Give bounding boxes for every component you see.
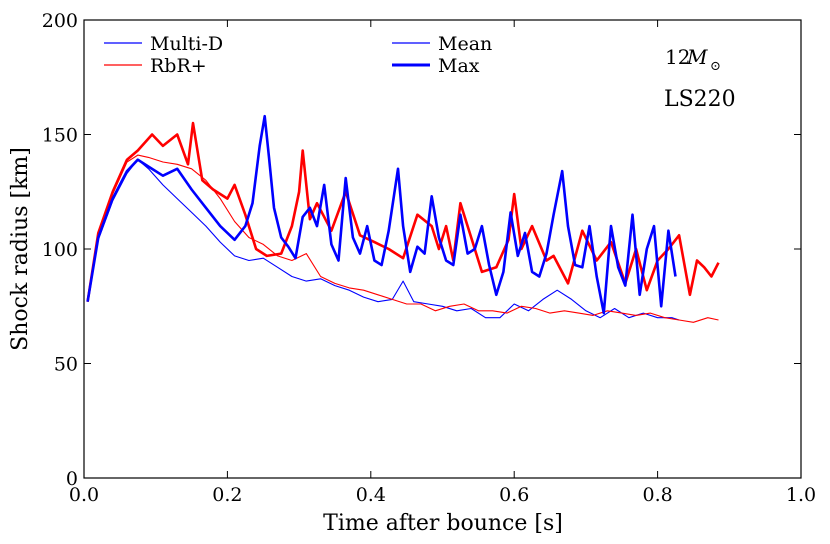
series-line-rbr-max bbox=[86, 121, 720, 302]
legend: Multi-D RbR+ Mean Max bbox=[104, 33, 492, 77]
mass-annotation: 12 M ⊙ bbox=[665, 45, 721, 74]
x-tick-label: 0.2 bbox=[212, 484, 242, 506]
x-tick-label: 1.0 bbox=[786, 484, 816, 506]
x-tick-label: 0.6 bbox=[499, 484, 529, 506]
series-line-multi-d-mean bbox=[87, 159, 680, 321]
eos-annotation: LS220 bbox=[664, 87, 736, 112]
x-tick-label: 0.0 bbox=[69, 484, 99, 506]
legend-label-multi-d: Multi-D bbox=[150, 33, 223, 55]
y-tick-label: 100 bbox=[42, 239, 78, 261]
y-tick-label: 50 bbox=[54, 354, 78, 376]
mass-value: 12 bbox=[665, 45, 690, 69]
mass-subscript: ⊙ bbox=[710, 59, 721, 74]
x-axis-label: Time after bounce [s] bbox=[323, 511, 563, 536]
y-tick-label: 200 bbox=[42, 10, 78, 32]
x-tick-label: 0.4 bbox=[356, 484, 386, 506]
y-tick-label: 150 bbox=[42, 125, 78, 147]
plot-lines bbox=[86, 114, 720, 323]
series-line-rbr-mean bbox=[87, 154, 719, 323]
legend-label-mean: Mean bbox=[438, 33, 492, 55]
y-axis-label: Shock radius [km] bbox=[8, 147, 33, 351]
legend-label-rbr: RbR+ bbox=[150, 55, 207, 77]
axis-ticks: 0.0 0.2 0.4 0.6 0.8 1.0 0 50 100 150 200 bbox=[42, 10, 816, 506]
y-tick-label: 0 bbox=[66, 468, 78, 490]
mass-symbol: M bbox=[686, 45, 708, 69]
legend-label-max: Max bbox=[438, 55, 480, 77]
series-line-multi-d-max bbox=[86, 114, 677, 315]
x-tick-label: 0.8 bbox=[642, 484, 672, 506]
